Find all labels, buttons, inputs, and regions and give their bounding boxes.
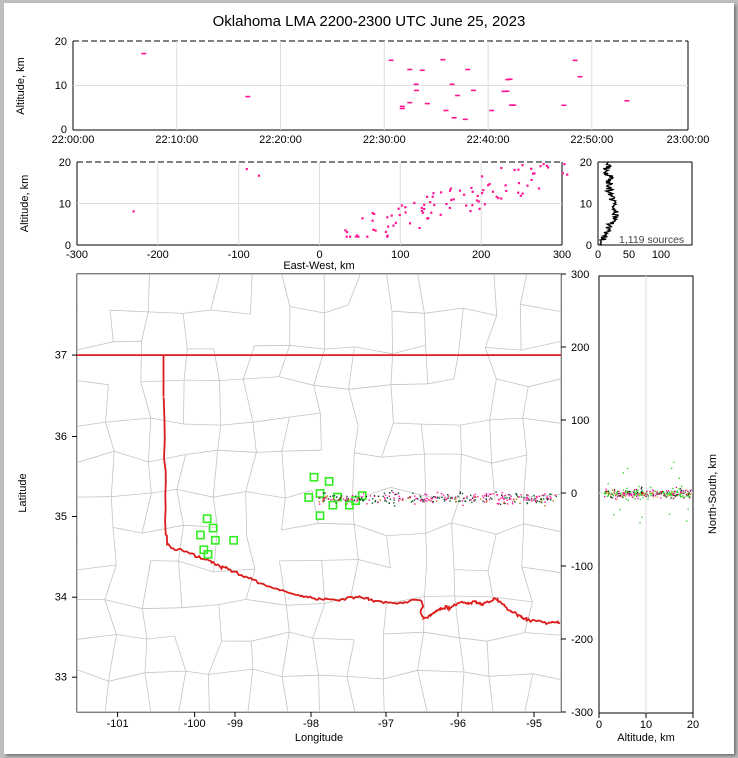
svg-text:-95: -95 xyxy=(526,718,542,730)
svg-text:1,119 sources: 1,119 sources xyxy=(619,234,684,246)
svg-text:-100: -100 xyxy=(184,718,206,730)
svg-text:Oklahoma LMA 2200-2300 UTC Jun: Oklahoma LMA 2200-2300 UTC June 25, 2023 xyxy=(213,13,526,30)
svg-text:20: 20 xyxy=(59,157,71,169)
svg-text:35: 35 xyxy=(55,511,67,523)
svg-text:37: 37 xyxy=(55,350,67,362)
svg-text:22:10:00: 22:10:00 xyxy=(155,134,198,146)
svg-text:10: 10 xyxy=(55,80,67,92)
svg-text:10: 10 xyxy=(59,199,71,211)
svg-text:22:40:00: 22:40:00 xyxy=(467,134,510,146)
svg-text:300: 300 xyxy=(571,269,589,281)
svg-text:-96: -96 xyxy=(450,718,466,730)
svg-text:23:00:00: 23:00:00 xyxy=(667,134,710,146)
svg-text:Latitude: Latitude xyxy=(17,473,29,512)
svg-text:-300: -300 xyxy=(66,249,88,261)
svg-text:50: 50 xyxy=(623,249,635,261)
svg-text:0: 0 xyxy=(571,488,577,500)
svg-text:Altitude, km: Altitude, km xyxy=(617,732,674,744)
svg-text:-200: -200 xyxy=(147,249,169,261)
svg-text:22:20:00: 22:20:00 xyxy=(259,134,302,146)
svg-text:-98: -98 xyxy=(303,718,319,730)
svg-text:200: 200 xyxy=(472,249,490,261)
svg-text:33: 33 xyxy=(55,672,67,684)
svg-text:0: 0 xyxy=(586,240,592,252)
svg-text:10: 10 xyxy=(640,719,652,731)
svg-text:East-West, km: East-West, km xyxy=(283,260,354,272)
svg-text:-101: -101 xyxy=(107,718,129,730)
svg-text:-300: -300 xyxy=(571,707,593,719)
svg-text:-100: -100 xyxy=(571,561,593,573)
svg-text:34: 34 xyxy=(55,592,67,604)
svg-text:300: 300 xyxy=(553,249,571,261)
svg-text:20: 20 xyxy=(687,719,699,731)
svg-text:-99: -99 xyxy=(227,718,243,730)
svg-text:200: 200 xyxy=(571,342,589,354)
svg-text:0: 0 xyxy=(596,719,602,731)
svg-text:100: 100 xyxy=(571,415,589,427)
svg-text:22:50:00: 22:50:00 xyxy=(570,134,613,146)
svg-text:100: 100 xyxy=(391,249,409,261)
svg-text:North-South, km: North-South, km xyxy=(707,454,719,534)
svg-text:10: 10 xyxy=(580,199,592,211)
svg-text:Altitude, km: Altitude, km xyxy=(19,175,31,232)
svg-text:20: 20 xyxy=(580,157,592,169)
svg-text:Longitude: Longitude xyxy=(295,732,343,744)
svg-text:22:30:00: 22:30:00 xyxy=(363,134,406,146)
svg-text:Altitude, km: Altitude, km xyxy=(15,57,27,114)
svg-text:0: 0 xyxy=(595,249,601,261)
svg-text:20: 20 xyxy=(55,36,67,48)
svg-text:22:00:00: 22:00:00 xyxy=(52,134,95,146)
svg-text:-200: -200 xyxy=(571,634,593,646)
svg-text:100: 100 xyxy=(652,249,670,261)
svg-text:-97: -97 xyxy=(378,718,394,730)
svg-text:-100: -100 xyxy=(228,249,250,261)
svg-text:36: 36 xyxy=(55,431,67,443)
